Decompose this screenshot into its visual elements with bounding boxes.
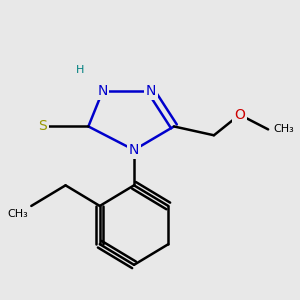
- Text: S: S: [38, 119, 47, 134]
- Text: N: N: [98, 84, 108, 98]
- Text: N: N: [129, 143, 139, 157]
- Text: H: H: [76, 65, 84, 76]
- Text: N: N: [146, 84, 156, 98]
- Text: CH₃: CH₃: [8, 209, 29, 219]
- Text: CH₃: CH₃: [274, 124, 295, 134]
- Text: O: O: [234, 108, 245, 122]
